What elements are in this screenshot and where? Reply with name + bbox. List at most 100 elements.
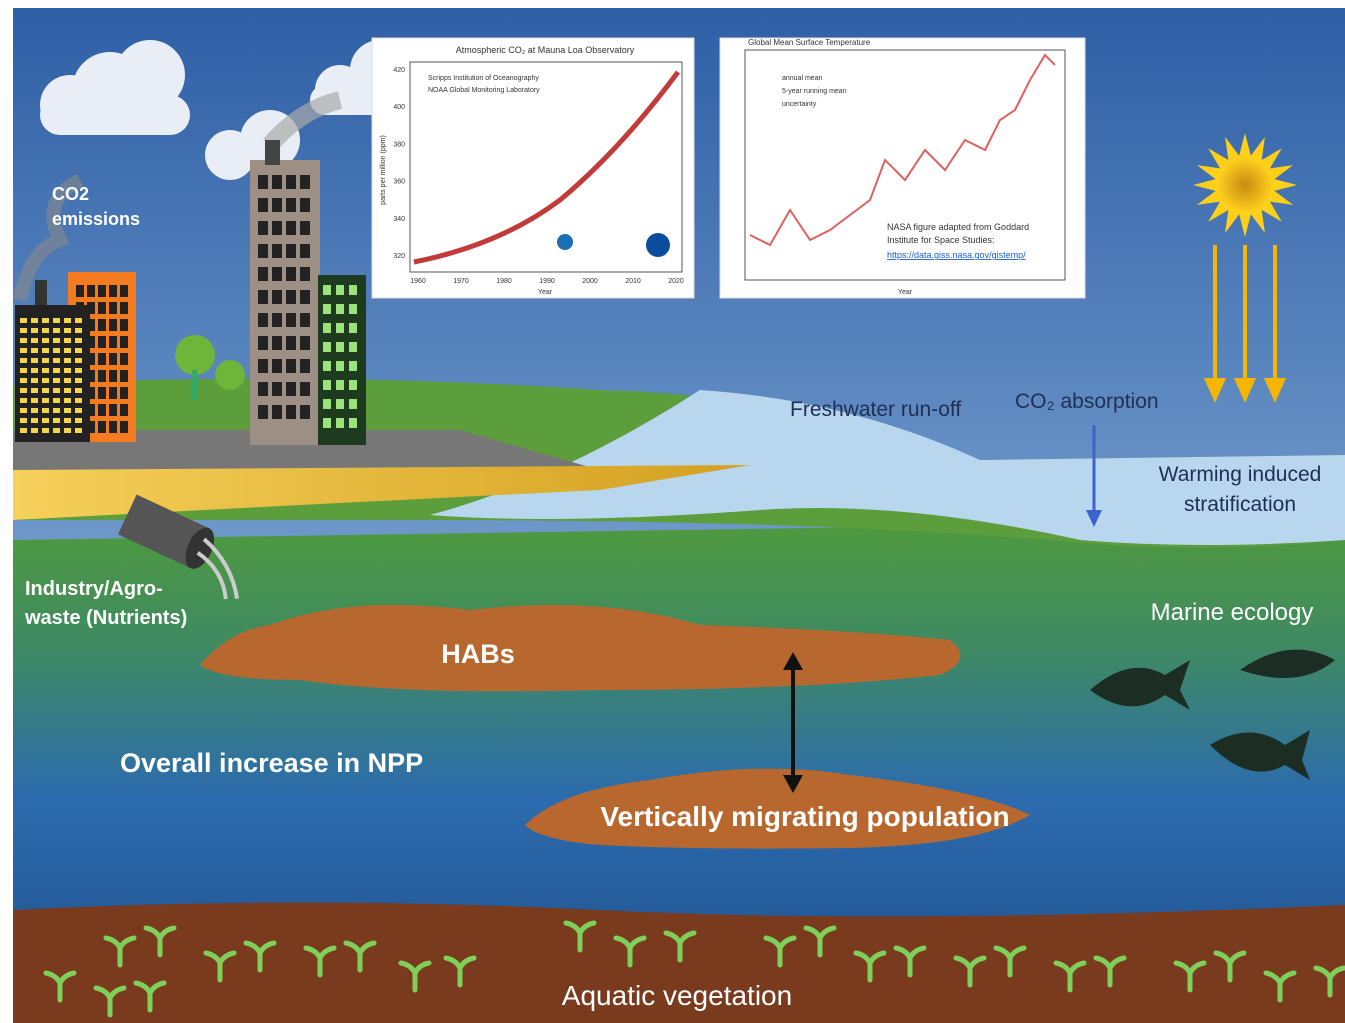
window (286, 267, 296, 281)
window (258, 175, 268, 189)
window (53, 338, 60, 343)
window (20, 348, 27, 353)
window (31, 318, 38, 323)
window (75, 408, 82, 413)
window (75, 398, 82, 403)
window (349, 285, 357, 295)
window (98, 387, 106, 399)
window (20, 338, 27, 343)
window (64, 318, 71, 323)
window (109, 302, 117, 314)
window (75, 358, 82, 363)
window (258, 198, 268, 212)
window (53, 418, 60, 423)
window (349, 304, 357, 314)
window (42, 398, 49, 403)
window (109, 319, 117, 331)
link[interactable]: https://data.giss.nasa.gov/gistemp/ (887, 250, 1026, 260)
window (272, 244, 282, 258)
window (64, 338, 71, 343)
sun (1193, 133, 1297, 237)
window (53, 348, 60, 353)
temp-chart: Global Mean Surface Temperature annual m… (720, 38, 1085, 298)
window (53, 388, 60, 393)
window (300, 198, 310, 212)
window (31, 368, 38, 373)
window (109, 421, 117, 433)
window (87, 336, 95, 348)
window (20, 408, 27, 413)
window (336, 323, 344, 333)
window (258, 359, 268, 373)
window (300, 267, 310, 281)
window (53, 428, 60, 433)
label: emissions (52, 209, 140, 229)
window (300, 313, 310, 327)
window (300, 405, 310, 419)
window (120, 370, 128, 382)
window (64, 398, 71, 403)
window (53, 408, 60, 413)
window (300, 336, 310, 350)
window (64, 348, 71, 353)
window (75, 428, 82, 433)
window (336, 361, 344, 371)
window (349, 361, 357, 371)
chart-title: Atmospheric CO₂ at Mauna Loa Observatory (456, 45, 635, 55)
window (286, 175, 296, 189)
window (53, 318, 60, 323)
window (64, 358, 71, 363)
window (109, 404, 117, 416)
window (20, 418, 27, 423)
window (87, 404, 95, 416)
window (64, 428, 71, 433)
window (53, 358, 60, 363)
source: NOAA Global Monitoring Laboratory (428, 87, 540, 94)
window (109, 370, 117, 382)
window (98, 336, 106, 348)
window (323, 418, 331, 428)
window (258, 290, 268, 304)
window (42, 338, 49, 343)
window (349, 399, 357, 409)
label: stratification (1184, 493, 1296, 516)
window (109, 285, 117, 297)
window (323, 399, 331, 409)
window (87, 285, 95, 297)
diagram: Atmospheric CO₂ at Mauna Loa Observatory… (0, 0, 1345, 1023)
window (286, 359, 296, 373)
window (258, 267, 268, 281)
window (323, 323, 331, 333)
window (286, 336, 296, 350)
label: Freshwater run-off (790, 398, 961, 421)
tick-label: 1990 (539, 278, 555, 285)
legend: uncertainty (782, 101, 817, 108)
window (120, 404, 128, 416)
credit: Institute for Space Studies: (887, 235, 995, 245)
window (31, 408, 38, 413)
window (323, 380, 331, 390)
window (42, 348, 49, 353)
window (20, 378, 27, 383)
window (98, 285, 106, 297)
tick-label: 2010 (625, 278, 641, 285)
window (336, 304, 344, 314)
window (75, 318, 82, 323)
window (64, 328, 71, 333)
window (336, 399, 344, 409)
co2-chart: Atmospheric CO₂ at Mauna Loa Observatory… (372, 38, 694, 298)
window (87, 353, 95, 365)
tick-label: 1970 (453, 278, 469, 285)
tick-label: 2020 (668, 278, 684, 285)
window (272, 175, 282, 189)
window (98, 353, 106, 365)
window (42, 328, 49, 333)
tick-label: 360 (393, 179, 405, 186)
window (87, 421, 95, 433)
window (98, 421, 106, 433)
tick-label: 1980 (496, 278, 512, 285)
window (272, 382, 282, 396)
source: Scripps Institution of Oceanography (428, 75, 539, 82)
window (258, 313, 268, 327)
label: CO2 (52, 184, 89, 204)
